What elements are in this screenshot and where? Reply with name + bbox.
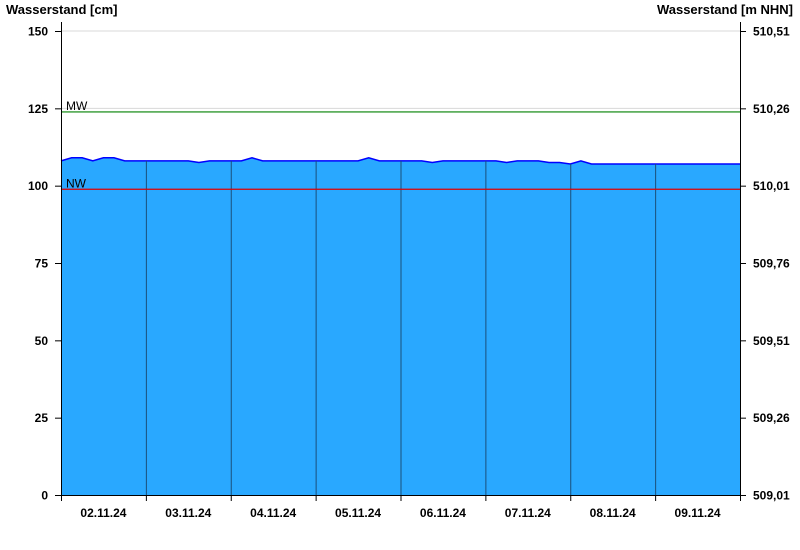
left-tick-label: 125 bbox=[28, 102, 48, 116]
left-tick-label: 50 bbox=[35, 334, 49, 348]
water-level-line bbox=[60, 157, 740, 165]
left-tick-label: 150 bbox=[28, 25, 48, 39]
right-axis-title: Wasserstand [m NHN] bbox=[656, 2, 793, 17]
reference-label-nw: NW bbox=[66, 176, 87, 190]
x-tick-label: 09.11.24 bbox=[675, 506, 721, 520]
x-tick-label: 03.11.24 bbox=[165, 506, 211, 520]
right-tick-label: 509,01 bbox=[753, 489, 790, 503]
left-tick-label: 75 bbox=[35, 257, 49, 271]
x-tick-label: 05.11.24 bbox=[335, 506, 381, 520]
right-tick-label: 510,01 bbox=[753, 179, 790, 193]
x-tick-label: 08.11.24 bbox=[590, 506, 636, 520]
x-tick-label: 02.11.24 bbox=[80, 506, 126, 520]
right-tick-label: 509,51 bbox=[753, 334, 790, 348]
x-tick-label: 06.11.24 bbox=[420, 506, 466, 520]
right-tick-label: 509,76 bbox=[753, 257, 790, 271]
left-tick-label: 25 bbox=[35, 411, 49, 425]
x-tick-label: 04.11.24 bbox=[250, 506, 296, 520]
right-tick-label: 510,26 bbox=[753, 102, 790, 116]
right-tick-label: 510,51 bbox=[753, 25, 790, 39]
right-tick-label: 509,26 bbox=[753, 411, 790, 425]
left-tick-label: 0 bbox=[41, 489, 48, 503]
x-tick-label: 07.11.24 bbox=[505, 506, 551, 520]
left-tick-label: 100 bbox=[28, 179, 48, 193]
reference-label-mw: MW bbox=[66, 99, 88, 113]
left-axis-title: Wasserstand [cm] bbox=[6, 2, 118, 17]
